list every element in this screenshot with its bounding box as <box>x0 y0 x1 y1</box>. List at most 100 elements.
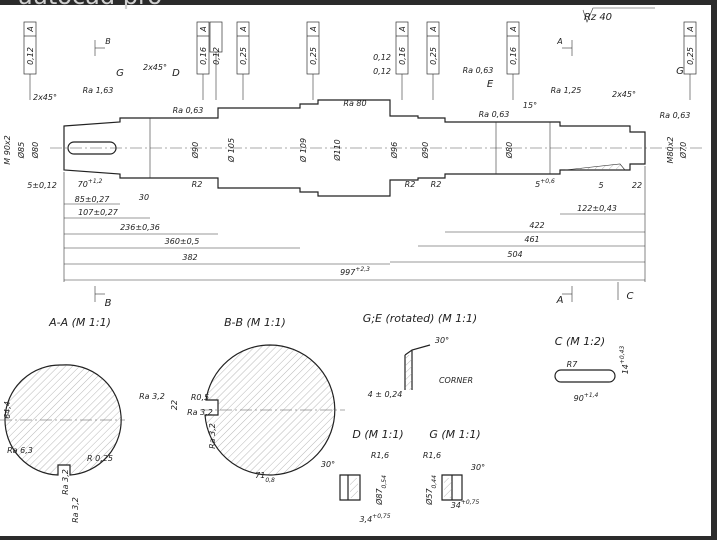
dimension-lines <box>63 7 655 302</box>
toleranced-dimension: 5+0,6 <box>535 178 555 189</box>
tolerance: +1,2 <box>88 178 103 185</box>
dimension-value: 70 <box>78 180 88 189</box>
tolerance: 0,54 <box>381 475 388 489</box>
label: B-B (M 1:1) <box>224 316 286 329</box>
dimension-value: 5 <box>535 180 540 189</box>
label: R7 <box>567 360 579 369</box>
dimension-value: 71 <box>255 471 265 480</box>
dimension-value: 997 <box>340 268 356 277</box>
tolerance: +0,75 <box>461 499 480 506</box>
label: Ra 6,3 <box>7 446 33 455</box>
frame-tolerance: 0,25 <box>239 47 248 65</box>
label: autocad pro <box>18 0 162 10</box>
label: Ra 0,63 <box>173 106 204 115</box>
label: 2x45° <box>143 63 167 72</box>
label: Ra 1,25 <box>551 86 582 95</box>
label: 0,12 <box>373 53 391 62</box>
frame-datum: A <box>509 26 518 32</box>
toleranced-dimension: Ø570,44 <box>424 475 438 506</box>
label: Ra 80 <box>343 99 366 108</box>
label: 5 <box>598 181 603 190</box>
frame-tolerance: 0,25 <box>686 47 695 65</box>
tolerance: +2,3 <box>355 266 370 273</box>
tolerance: +0,75 <box>372 513 391 520</box>
label: G <box>676 66 684 77</box>
label: 2x45° <box>33 93 57 102</box>
label: R1,6 <box>423 451 441 460</box>
frame-datum: A <box>199 26 208 32</box>
label: Ø80 <box>504 142 514 159</box>
label: Ø85 <box>16 142 26 159</box>
toleranced-dimension: 34+0,75 <box>451 499 480 510</box>
dimension-value: Ø57 <box>424 488 434 506</box>
tolerance: +0,43 <box>619 346 626 365</box>
label: G <box>116 68 124 79</box>
toleranced-dimension: 14+0,43 <box>619 346 630 375</box>
label: E <box>487 79 494 90</box>
label: M80x2 <box>666 137 675 164</box>
shaft <box>50 99 705 197</box>
label: A-A (M 1:1) <box>48 316 111 329</box>
label: 30° <box>471 463 485 472</box>
frame-tolerance: 0,25 <box>309 47 318 65</box>
frame-tolerance: 0,16 <box>398 47 407 65</box>
toleranced-dimension: 997+2,3 <box>340 266 370 277</box>
label: Ø96 <box>389 142 399 159</box>
label: 107±0,27 <box>78 208 119 217</box>
toleranced-dimension: 90+1,4 <box>574 392 599 403</box>
label: R2 <box>192 180 203 189</box>
tolerance-frames: 0,12 A 0,16 A 0,12 0,25 A 0,25 A 0,16 A 0,25 A 0,16 A 0… <box>23 21 697 100</box>
label: G;E (rotated) (M 1:1) <box>363 312 477 325</box>
tolerance: +1,4 <box>584 392 599 399</box>
label: Ra 0,63 <box>479 110 510 119</box>
frame-datum: A <box>429 26 438 32</box>
label: G (M 1:1) <box>429 428 480 441</box>
label: Ø70 <box>678 142 688 159</box>
dimension-value: Ø87 <box>374 488 384 506</box>
frame-tolerance: 0,12 <box>212 47 221 65</box>
frame-datum: A <box>239 26 248 32</box>
label: Ra 3,2 <box>208 423 217 449</box>
frame-datum: A <box>686 26 695 32</box>
label: 30° <box>321 460 335 469</box>
label: B <box>105 37 111 46</box>
dimension-value: 3,4 <box>359 515 372 524</box>
label: R2 <box>431 180 442 189</box>
label: Ra 3,2 <box>187 408 213 417</box>
label: Ø90 <box>190 142 200 159</box>
label: 0,12 <box>373 67 391 76</box>
label: 122±0,43 <box>577 204 617 213</box>
label: 15° <box>523 101 537 110</box>
dimension-value: 90 <box>574 394 584 403</box>
label: 382 <box>182 253 197 262</box>
label: Ø80 <box>30 142 40 159</box>
label: CORNER <box>439 376 473 385</box>
frame-tolerance: 0,25 <box>429 47 438 65</box>
label: 30° <box>435 336 449 345</box>
frame-datum: A <box>398 26 407 32</box>
label: 22 <box>170 400 179 410</box>
label: 2x45° <box>612 90 636 99</box>
label: Ø 109 <box>298 138 308 163</box>
label: B <box>105 298 112 309</box>
top-bar <box>0 0 717 5</box>
label: Rz 40 <box>584 12 612 23</box>
label: 422 <box>529 221 544 230</box>
label: R0,5 <box>191 393 209 402</box>
frame-tolerance: 0,16 <box>199 47 208 65</box>
label: A <box>556 295 564 306</box>
label: 22 <box>632 181 642 190</box>
label: M 90x2 <box>3 135 12 164</box>
bottom-bar <box>0 536 717 540</box>
label: 4 ± 0,24 <box>368 390 403 399</box>
label: D (M 1:1) <box>352 428 403 441</box>
label: C (M 1:2) <box>555 335 605 348</box>
labels: autocad pro Rz 40 B A G 2x45° D 2x45° Ra 1,63 Ra … <box>3 0 690 524</box>
frame-tolerance: 0,12 <box>26 47 35 65</box>
toleranced-dimension: 70+1,2 <box>78 178 103 189</box>
label: Ra 1,63 <box>83 86 114 95</box>
dimension-value: 14 <box>621 364 630 374</box>
toleranced-dimension: 710,8 <box>255 471 275 484</box>
label: 236±0,36 <box>120 223 160 232</box>
